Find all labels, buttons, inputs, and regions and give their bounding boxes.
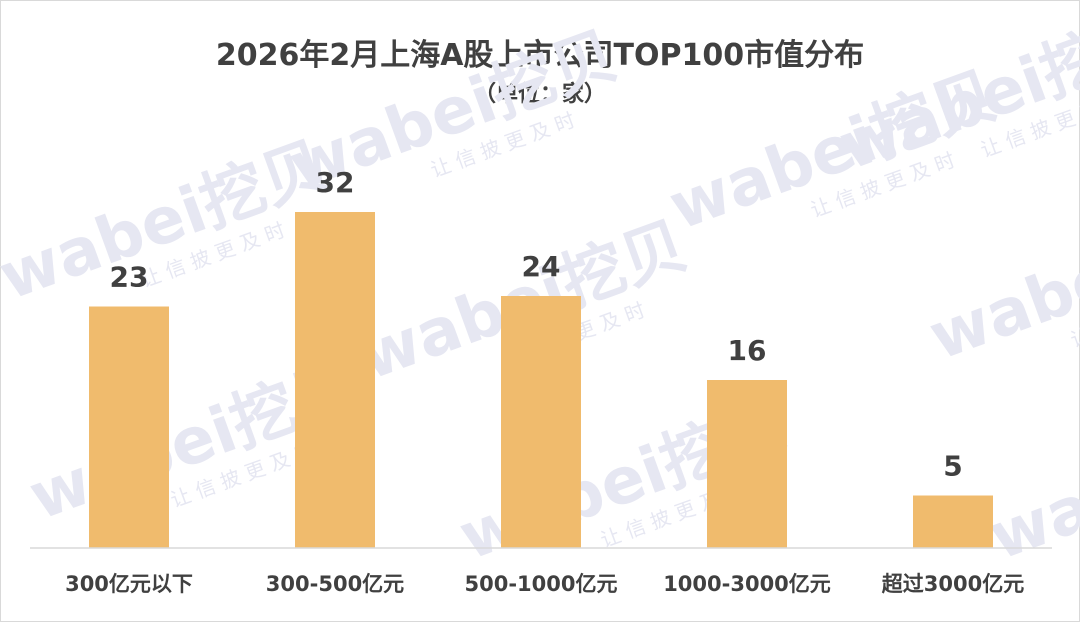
category-label: 500-1000亿元 — [465, 572, 618, 596]
bar — [295, 212, 375, 548]
category-label: 300-500亿元 — [266, 572, 404, 596]
data-label: 32 — [316, 166, 355, 199]
labels-group: 23 300亿元以下 32 300-500亿元 24 500-1000亿元 16 1000-3… — [65, 166, 1024, 596]
category-label: 300亿元以下 — [65, 572, 193, 596]
data-label: 23 — [110, 261, 149, 294]
watermark-brand: wabei挖贝 — [980, 389, 1080, 575]
chart-subtitle: （单位：家） — [473, 82, 606, 107]
watermark-brand: wabei挖贝 — [920, 189, 1080, 375]
data-label: 16 — [728, 334, 767, 367]
category-label: 1000-3000亿元 — [663, 572, 831, 596]
bar — [89, 306, 169, 548]
watermark-brand: wabei挖贝 — [0, 129, 336, 315]
category-label: 超过3000亿元 — [882, 572, 1024, 596]
data-label: 24 — [522, 250, 561, 283]
data-label: 5 — [943, 450, 962, 483]
watermark-brand: wabei挖贝 — [660, 59, 1006, 245]
bar — [707, 380, 787, 548]
bar — [913, 495, 993, 548]
chart-title: 2026年2月上海A股上市公司TOP100市值分布 — [215, 38, 865, 73]
bars-group — [89, 212, 993, 548]
bar — [501, 296, 581, 548]
